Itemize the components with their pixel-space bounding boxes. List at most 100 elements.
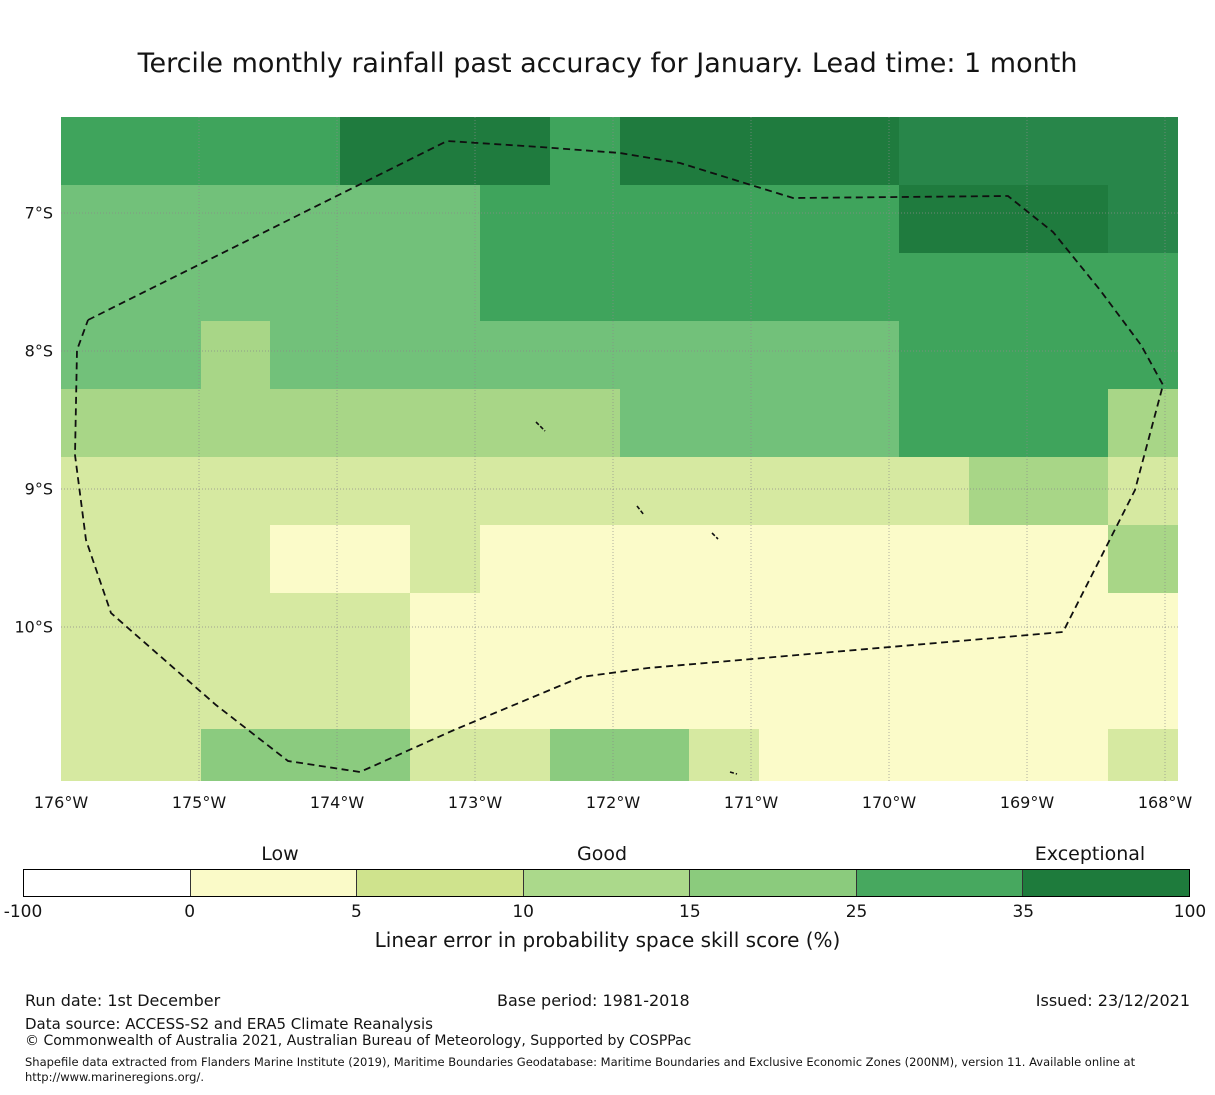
eez-boundary-dashed-line [74, 140, 1164, 773]
heatmap-cell [270, 117, 341, 185]
colorbar-tick-label: 100 [1173, 902, 1207, 922]
heatmap-cell [828, 457, 899, 525]
heatmap-cell [689, 253, 760, 321]
heatmap-cell [898, 457, 969, 525]
heatmap-cell [619, 185, 690, 253]
heatmap-cell [828, 661, 899, 729]
y-tick-label: 9°S [24, 479, 53, 499]
heatmap-cell [759, 117, 829, 185]
heatmap-cell [61, 253, 131, 321]
heatmap-cell [340, 661, 411, 729]
heatmap-row [61, 457, 1178, 525]
run-date-text: Run date: 1st December [25, 991, 221, 1010]
heatmap-cell [61, 661, 131, 729]
heatmap-cell [340, 117, 411, 185]
y-tick-label: 7°S [24, 203, 53, 223]
heatmap-cell [689, 117, 760, 185]
copyright-text: © Commonwealth of Australia 2021, Austra… [25, 1033, 692, 1049]
heatmap-cell [130, 457, 201, 525]
heatmap-cell [619, 525, 690, 593]
heatmap-cell [479, 185, 550, 253]
heatmap-cell [270, 525, 341, 593]
heatmap-cell [1108, 117, 1178, 185]
heatmap-cell [828, 117, 899, 185]
heatmap-cell [200, 185, 271, 253]
colorbar-segment [190, 870, 358, 896]
colorbar-tick-label: 0 [184, 902, 196, 922]
heatmap-cell [270, 321, 341, 389]
heatmap-cell [410, 321, 480, 389]
heatmap-row [61, 729, 1178, 781]
heatmap-cell [479, 253, 550, 321]
colorbar-category-label: Good [576, 843, 628, 865]
shapefile-note-line2: http://www.marineregions.org/. [25, 1070, 204, 1084]
colorbar-tick-label: 25 [845, 902, 868, 922]
heatmap-cell [898, 525, 969, 593]
heatmap-cell [1108, 321, 1178, 389]
colorbar-segment [523, 870, 691, 896]
heatmap-cell [549, 185, 620, 253]
x-tick-label: 169°W [999, 793, 1055, 812]
heatmap-cell [270, 253, 341, 321]
island-outline [535, 421, 546, 432]
graticule-gridlines [61, 117, 1178, 781]
heatmap-cell [759, 253, 829, 321]
map-plot-area [61, 117, 1178, 781]
heatmap-cell [549, 253, 620, 321]
heatmap-cell [479, 321, 550, 389]
heatmap-cell [200, 525, 271, 593]
heatmap-cell [1038, 457, 1109, 525]
heatmap-cell [549, 321, 620, 389]
heatmap-cell [61, 117, 131, 185]
heatmap-cell [828, 321, 899, 389]
heatmap-cell [340, 525, 411, 593]
heatmap-cell [828, 525, 899, 593]
heatmap-cell [340, 321, 411, 389]
heatmap-cell [479, 729, 550, 781]
heatmap-cell [898, 729, 969, 781]
heatmap-cell [61, 185, 131, 253]
heatmap-cell [619, 389, 690, 457]
colorbar-tick-label: 10 [512, 902, 534, 922]
heatmap-cell [828, 253, 899, 321]
heatmap-cell [759, 185, 829, 253]
heatmap-cell [619, 457, 690, 525]
x-tick-label: 173°W [447, 793, 503, 812]
heatmap-cell [759, 729, 829, 781]
heatmap-row [61, 185, 1178, 253]
island-outline [636, 505, 645, 516]
heatmap-cell [340, 457, 411, 525]
heatmap-row [61, 593, 1178, 661]
heatmap-cell [1038, 525, 1109, 593]
heatmap-cell [410, 661, 480, 729]
shapefile-note-line1: Shapefile data extracted from Flanders M… [25, 1055, 1136, 1069]
heatmap-cell [1108, 729, 1178, 781]
heatmap-cell [130, 525, 201, 593]
heatmap-cell [270, 185, 341, 253]
heatmap-row [61, 117, 1178, 185]
heatmap-cell [828, 729, 899, 781]
heatmap-cell [1038, 185, 1109, 253]
heatmap-cell [898, 389, 969, 457]
heatmap-cell [759, 661, 829, 729]
heatmap-cell [61, 321, 131, 389]
heatmap-cell [898, 253, 969, 321]
island-outline [729, 771, 738, 775]
colorbar-segment [357, 870, 524, 896]
x-tick-label: 171°W [723, 793, 779, 812]
heatmap-cell [1108, 253, 1178, 321]
heatmap-cell [759, 457, 829, 525]
heatmap-cell [1108, 389, 1178, 457]
heatmap-cell [1108, 457, 1178, 525]
heatmap-cell [549, 729, 620, 781]
colorbar-category-label: Low [261, 843, 299, 865]
colorbar-segment [24, 870, 191, 896]
heatmap-row [61, 661, 1178, 729]
heatmap-cell [1108, 185, 1178, 253]
colorbar-segment [1023, 870, 1190, 896]
x-tick-label: 168°W [1137, 793, 1193, 812]
island-outline [711, 532, 719, 540]
heatmap-cell [340, 593, 411, 661]
heatmap-cell [1038, 389, 1109, 457]
